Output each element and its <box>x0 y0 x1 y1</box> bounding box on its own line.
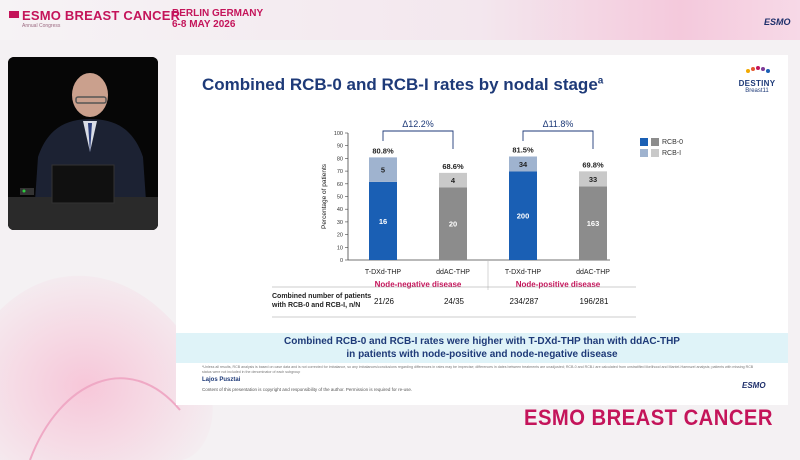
group-label: Node-positive disease <box>516 280 601 289</box>
bar-rcb1 <box>509 156 537 172</box>
conference-dates: 6-8 MAY 2026 <box>172 19 236 30</box>
legend-swatch-rcb0-ddac <box>651 138 659 146</box>
conclusion-line-2: in patients with node-positive and node-… <box>346 349 618 360</box>
data-label-rcb0: 200 <box>517 212 530 221</box>
legend-swatch-rcb1-ddac <box>651 149 659 157</box>
x-tick-label: ddAC-THP <box>436 269 470 276</box>
data-label-rcb1: 4 <box>451 176 456 185</box>
trial-logo-name: DESTINY <box>738 79 776 88</box>
conference-banner: ESMO BREAST CANCER Annual Congress BERLI… <box>0 0 800 40</box>
delta-label: Δ12.2% <box>402 119 434 129</box>
data-label-rcb0: 20 <box>449 220 457 229</box>
legend-rcb1: RCB-I <box>640 149 681 157</box>
esmo-slide-logo: ESMO <box>742 381 766 390</box>
presenter-name: Lajos Pusztai <box>202 377 241 383</box>
y-tick-label: 90 <box>337 144 343 150</box>
table-cell: 196/281 <box>579 297 609 306</box>
y-tick-label: 40 <box>337 207 343 213</box>
y-tick-label: 70 <box>337 169 343 175</box>
bar-rcb0 <box>509 171 537 260</box>
presentation-slide: Combined RCB-0 and RCB-I rates by nodal … <box>176 55 788 405</box>
total-label: 80.8% <box>372 146 394 155</box>
y-tick-label: 100 <box>334 131 343 137</box>
conference-location: BERLIN GERMANY 6-8 MAY 2026 <box>172 8 263 30</box>
total-label: 69.8% <box>582 160 604 169</box>
y-tick-label: 20 <box>337 233 343 239</box>
y-tick-label: 10 <box>337 245 343 251</box>
y-tick-label: 0 <box>340 258 343 264</box>
conference-subtitle: Annual Congress <box>22 23 61 29</box>
bar-rcb0 <box>579 186 607 260</box>
x-tick-label: T-DXd-THP <box>505 269 542 276</box>
footnote: *Unless all results, RCB analysis is bas… <box>202 365 754 374</box>
conclusion-text: Combined RCB-0 and RCB-I rates were high… <box>176 335 788 361</box>
delta-label: Δ11.8% <box>543 119 574 129</box>
stacked-bar-chart: 0 10 20 30 40 50 60 70 80 90 100 Percentage of pati… <box>272 119 636 318</box>
delta-bracket <box>382 130 454 149</box>
table-cell: 24/35 <box>443 297 465 306</box>
copyright-notice: Content of this presentation is copyrigh… <box>202 387 413 392</box>
bar-rcb1 <box>579 171 607 187</box>
trial-logo-trial: Breast11 <box>745 88 769 94</box>
data-label-rcb0: 16 <box>379 217 387 226</box>
x-tick-label: T-DXd-THP <box>365 269 402 276</box>
conclusion-line-1: Combined RCB-0 and RCB-I rates were high… <box>284 336 680 347</box>
conference-city: BERLIN GERMANY <box>172 8 264 19</box>
trial-logo: DESTINY Breast11 <box>732 61 782 94</box>
legend-rcb0: RCB-0 <box>640 138 683 146</box>
trial-logo-icon <box>746 66 770 73</box>
data-label-rcb0: 163 <box>587 219 600 228</box>
y-tick-label: 60 <box>337 182 343 188</box>
data-label-rcb1: 34 <box>519 160 528 169</box>
slide-title: Combined RCB-0 and RCB-I rates by nodal … <box>202 75 603 95</box>
total-label: 81.5% <box>512 145 534 154</box>
bottom-conference-brand: ESMO BREAST CANCER <box>524 405 773 430</box>
conference-title: ESMO BREAST CANCER <box>22 8 181 23</box>
bar-rcb0 <box>439 187 467 260</box>
speaker-video[interactable] <box>8 57 158 230</box>
table-row-label: Combined number of patients with RCB-0 a… <box>272 293 372 309</box>
bar-rcb0 <box>369 181 397 260</box>
table-cell: 234/287 <box>509 297 539 306</box>
slide-title-text: Combined RCB-0 and RCB-I rates by nodal … <box>202 75 598 94</box>
total-label: 68.6% <box>442 162 464 171</box>
legend-swatch-rcb1-tdxd <box>640 149 648 157</box>
esmo-logo: ESMO <box>764 17 791 27</box>
group-label: Node-negative disease <box>375 280 462 289</box>
bar-rcb1 <box>369 157 397 182</box>
legend-label-rcb0: RCB-0 <box>662 138 684 146</box>
legend-swatch-rcb0-tdxd <box>640 138 648 146</box>
data-label-rcb1: 33 <box>589 175 597 184</box>
decorative-swirl <box>0 275 213 460</box>
y-tick-label: 30 <box>337 220 343 226</box>
y-axis-label: Percentage of patients <box>321 163 328 229</box>
esmo-chip-icon <box>9 11 19 18</box>
bar-rcb1 <box>439 172 467 188</box>
speaker-image <box>8 57 158 230</box>
y-tick-label: 80 <box>337 156 343 162</box>
x-tick-label: ddAC-THP <box>576 269 610 276</box>
data-label-rcb1: 5 <box>381 166 385 175</box>
delta-bracket <box>522 130 594 149</box>
table-cell: 21/26 <box>373 297 395 306</box>
legend-label-rcb1: RCB-I <box>662 149 682 157</box>
y-tick-label: 50 <box>337 195 343 201</box>
conclusion-banner: Combined RCB-0 and RCB-I rates were high… <box>176 333 788 363</box>
title-superscript: a <box>597 75 604 87</box>
